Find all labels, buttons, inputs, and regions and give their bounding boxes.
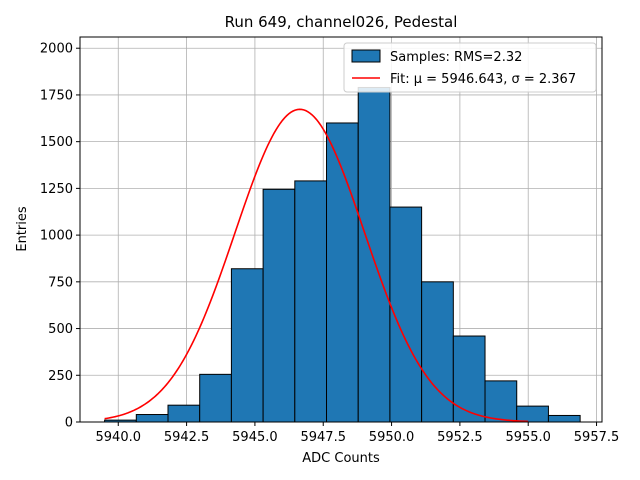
y-tick-label: 750 — [48, 275, 73, 290]
fit-curve — [104, 108, 529, 423]
legend-fit-label: Fit: μ = 5946.643, σ = 2.367 — [390, 72, 576, 87]
y-tick-label: 0 — [65, 416, 73, 431]
x-tick-label: 5957.5 — [574, 430, 620, 445]
y-tick-label: 2000 — [40, 42, 73, 57]
y-axis-label: Entries — [15, 206, 30, 252]
y-tick-label: 1250 — [40, 182, 73, 197]
y-tick-label: 250 — [48, 369, 73, 384]
x-tick-label: 5947.5 — [300, 430, 346, 445]
histogram-bar — [547, 414, 581, 423]
y-tick-label: 1500 — [40, 135, 73, 150]
histogram-bar — [516, 405, 549, 423]
plot-frame — [79, 36, 603, 423]
histogram-bar — [421, 281, 454, 423]
x-tick-label: 5945.0 — [232, 430, 278, 445]
x-tick-label: 5955.0 — [505, 430, 551, 445]
histogram-bar — [135, 414, 169, 423]
x-tick-label: 5952.5 — [437, 430, 483, 445]
histogram-bar — [230, 268, 264, 423]
x-axis-label: ADC Counts — [302, 451, 380, 466]
x-axis-ticks: 5940.0 5942.5 5945.0 5947.5 5950.0 5952.5 5955… — [96, 422, 620, 445]
histogram-bar — [294, 180, 328, 423]
histogram-bar — [452, 335, 486, 423]
bars-layer — [104, 86, 581, 423]
chart-title: Run 649, channel026, Pedestal — [225, 13, 458, 31]
histogram-bar — [326, 122, 359, 423]
histogram-bar — [262, 188, 296, 423]
y-tick-label: 500 — [48, 322, 73, 337]
legend-histogram-label: Samples: RMS=2.32 — [390, 50, 522, 65]
y-tick-label: 1750 — [40, 88, 73, 103]
histogram-bar — [357, 86, 391, 423]
histogram-bar — [484, 380, 518, 423]
legend-box — [343, 42, 597, 93]
x-tick-label: 5942.5 — [164, 430, 210, 445]
legend: Samples: RMS=2.32 Fit: μ = 5946.643, σ =… — [343, 42, 597, 93]
x-tick-label: 5940.0 — [96, 430, 142, 445]
x-tick-label: 5950.0 — [369, 430, 415, 445]
legend-histogram-swatch — [351, 49, 381, 63]
y-tick-label: 1000 — [40, 229, 73, 244]
histogram-bar — [167, 404, 201, 423]
y-axis-ticks: 0 250 500 750 1000 1250 1500 1750 2000 — [40, 42, 80, 431]
histogram-bar — [199, 373, 232, 423]
